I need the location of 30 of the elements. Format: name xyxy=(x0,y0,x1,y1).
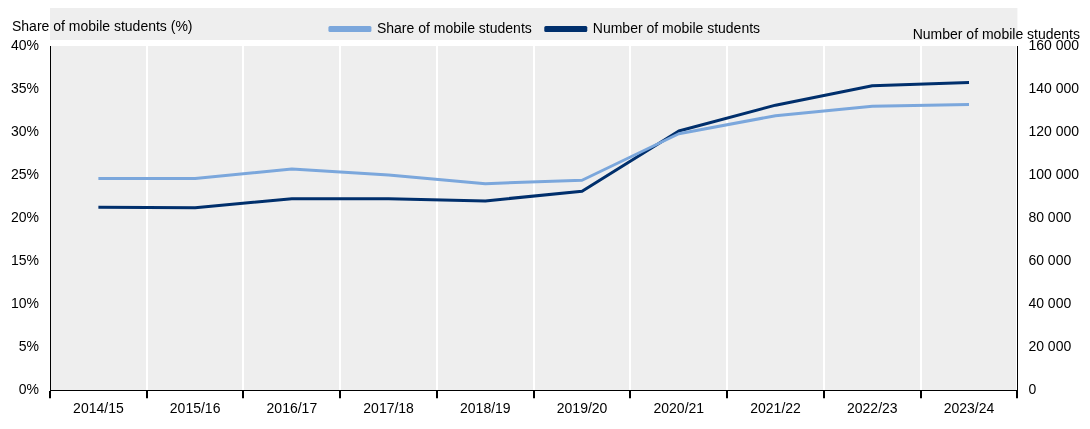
x-tick-label: 2023/24 xyxy=(943,400,995,417)
y-tick-label: 30% xyxy=(10,122,40,139)
x-tick-label: 2019/20 xyxy=(556,400,608,417)
y2-tick-label: 140 000 xyxy=(1028,79,1080,96)
y2-tick-label: 40 000 xyxy=(1028,295,1072,312)
x-tick-label: 2018/19 xyxy=(460,400,511,417)
x-tick-label: 2021/22 xyxy=(750,400,802,417)
y-tick-label: 25% xyxy=(10,165,40,182)
x-tick-label: 2015/16 xyxy=(169,400,221,417)
y-tick-label: 5% xyxy=(18,338,40,355)
legend-label: Share of mobile students xyxy=(376,19,532,36)
y2-tick-label: 20 000 xyxy=(1028,338,1072,355)
y2-tick-label: 0 xyxy=(1028,381,1037,398)
y2-tick-label: 60 000 xyxy=(1028,251,1072,268)
y2-tick-label: 80 000 xyxy=(1028,208,1072,225)
y-tick-label: 20% xyxy=(10,208,40,225)
y2-tick-label: 120 000 xyxy=(1028,122,1080,139)
x-tick-label: 2016/17 xyxy=(266,400,318,417)
y-tick-label: 40% xyxy=(10,36,40,53)
legend-label: Number of mobile students xyxy=(592,19,761,36)
y-tick-label: 35% xyxy=(10,79,40,96)
x-tick-label: 2022/23 xyxy=(846,400,898,417)
x-tick-label: 2014/15 xyxy=(73,400,124,417)
y-tick-label: 10% xyxy=(10,295,40,312)
x-tick-label: 2017/18 xyxy=(363,400,415,417)
y-tick-label: 0% xyxy=(18,381,40,398)
y2-tick-label: 100 000 xyxy=(1028,165,1080,182)
y-axis-title: Share of mobile students (%) xyxy=(12,17,193,34)
y-tick-label: 15% xyxy=(10,251,40,268)
x-tick-label: 2020/21 xyxy=(653,400,705,417)
